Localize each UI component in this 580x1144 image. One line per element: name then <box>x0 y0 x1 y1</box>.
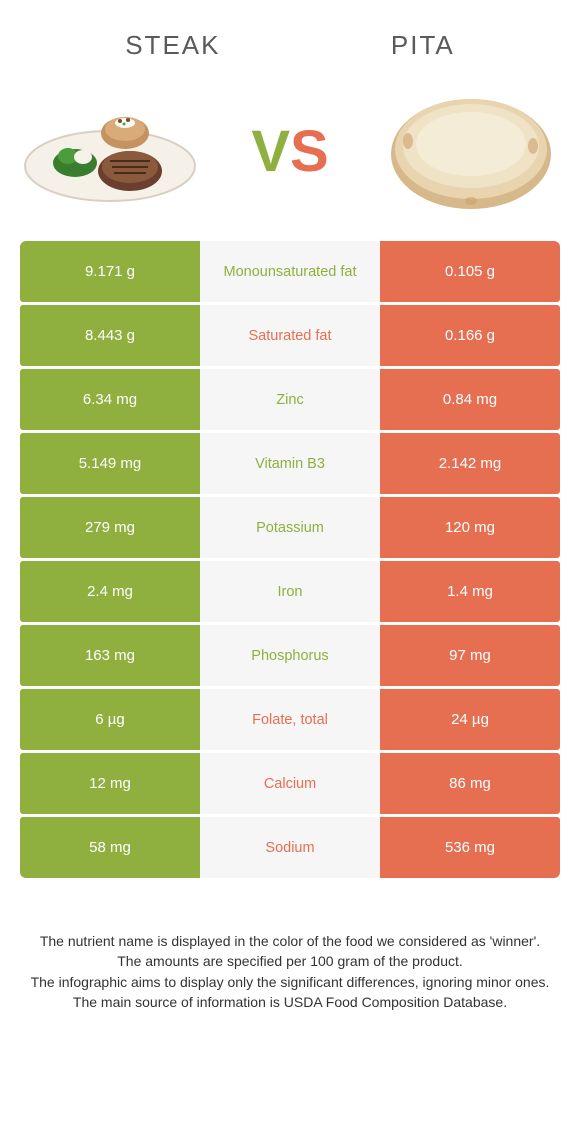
cell-right-value: 0.105 g <box>380 241 560 302</box>
cell-right-value: 1.4 mg <box>380 561 560 622</box>
cell-right-value: 2.142 mg <box>380 433 560 494</box>
cell-right-value: 97 mg <box>380 625 560 686</box>
table-row: 6.34 mgZinc0.84 mg <box>20 369 560 430</box>
table-row: 58 mgSodium536 mg <box>20 817 560 878</box>
cell-left-value: 163 mg <box>20 625 200 686</box>
table-row: 279 mgPotassium120 mg <box>20 497 560 558</box>
vs-label: VS <box>251 118 328 185</box>
cell-nutrient-name: Saturated fat <box>200 305 380 366</box>
cell-left-value: 2.4 mg <box>20 561 200 622</box>
header: STEAK PITA <box>0 0 580 81</box>
table-row: 9.171 gMonounsaturated fat0.105 g <box>20 241 560 302</box>
comparison-table: 9.171 gMonounsaturated fat0.105 g8.443 g… <box>20 241 560 878</box>
cell-left-value: 6.34 mg <box>20 369 200 430</box>
cell-right-value: 120 mg <box>380 497 560 558</box>
cell-nutrient-name: Folate, total <box>200 689 380 750</box>
cell-nutrient-name: Iron <box>200 561 380 622</box>
cell-nutrient-name: Monounsaturated fat <box>200 241 380 302</box>
cell-nutrient-name: Potassium <box>200 497 380 558</box>
cell-left-value: 6 µg <box>20 689 200 750</box>
title-right: PITA <box>391 30 455 61</box>
cell-right-value: 24 µg <box>380 689 560 750</box>
table-row: 8.443 gSaturated fat0.166 g <box>20 305 560 366</box>
table-row: 5.149 mgVitamin B32.142 mg <box>20 433 560 494</box>
footer-line: The infographic aims to display only the… <box>30 972 550 992</box>
steak-image <box>20 91 200 211</box>
table-row: 6 µgFolate, total24 µg <box>20 689 560 750</box>
cell-right-value: 0.84 mg <box>380 369 560 430</box>
cell-left-value: 279 mg <box>20 497 200 558</box>
cell-left-value: 9.171 g <box>20 241 200 302</box>
cell-right-value: 86 mg <box>380 753 560 814</box>
table-row: 2.4 mgIron1.4 mg <box>20 561 560 622</box>
table-row: 12 mgCalcium86 mg <box>20 753 560 814</box>
vs-v: V <box>251 119 290 184</box>
hero: VS <box>0 81 580 241</box>
cell-nutrient-name: Vitamin B3 <box>200 433 380 494</box>
cell-right-value: 536 mg <box>380 817 560 878</box>
cell-nutrient-name: Calcium <box>200 753 380 814</box>
footer-line: The main source of information is USDA F… <box>30 992 550 1012</box>
table-row: 163 mgPhosphorus97 mg <box>20 625 560 686</box>
title-left: STEAK <box>125 30 220 61</box>
vs-s: S <box>290 119 329 184</box>
cell-left-value: 5.149 mg <box>20 433 200 494</box>
footer-line: The nutrient name is displayed in the co… <box>30 931 550 951</box>
cell-nutrient-name: Zinc <box>200 369 380 430</box>
footer-line: The amounts are specified per 100 gram o… <box>30 951 550 971</box>
cell-left-value: 58 mg <box>20 817 200 878</box>
cell-left-value: 12 mg <box>20 753 200 814</box>
pita-image <box>380 91 560 211</box>
cell-nutrient-name: Phosphorus <box>200 625 380 686</box>
cell-nutrient-name: Sodium <box>200 817 380 878</box>
cell-left-value: 8.443 g <box>20 305 200 366</box>
cell-right-value: 0.166 g <box>380 305 560 366</box>
footer-notes: The nutrient name is displayed in the co… <box>0 881 580 1032</box>
